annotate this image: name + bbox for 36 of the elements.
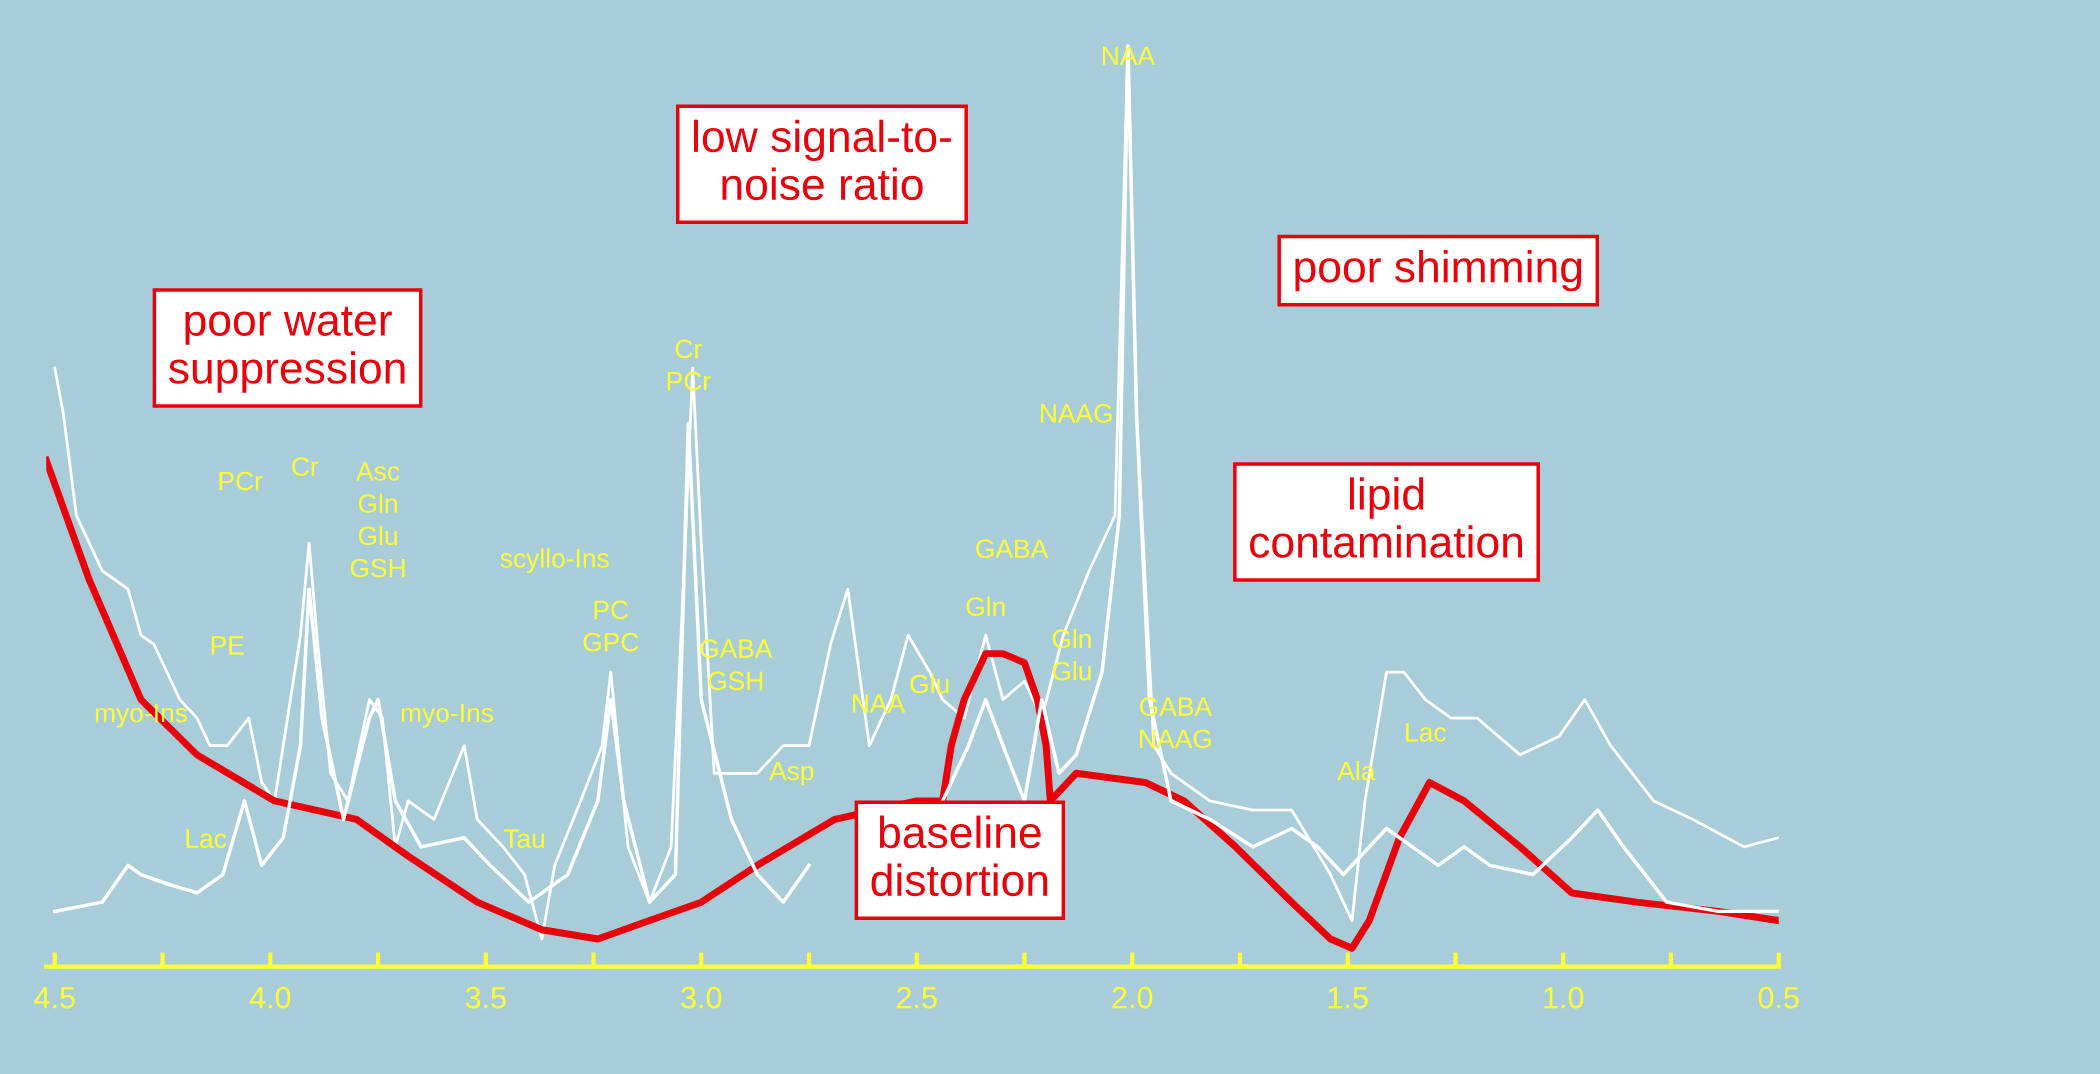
annotation: GABA GSH (700, 639, 773, 691)
annotation: Cr PCr (667, 339, 711, 391)
x-tick-label: 4.0 (249, 986, 291, 1009)
annotation: Gln (966, 596, 1005, 617)
annotation: Glu (910, 673, 949, 694)
annotation: PCr (219, 471, 263, 491)
annotation: GABA NAAG (1140, 697, 1212, 749)
annotation: baseline distortion (871, 815, 1048, 897)
annotation: Asp (769, 761, 814, 786)
annotation: PC GPC (583, 600, 639, 652)
annotation: Ala (1337, 760, 1376, 781)
annotation: Gln Glu (1052, 628, 1091, 681)
annotation: Lac (1406, 723, 1446, 742)
annotation: NAAG (1040, 404, 1112, 423)
annotation: Asc Gln Glu GSH (350, 462, 405, 578)
x-tick-label: 1.0 (1544, 986, 1584, 1009)
x-tick-label: 3.0 (681, 986, 722, 1009)
annotation: Lac (186, 829, 227, 849)
annotation: scyllo-Ins (500, 548, 609, 573)
annotation: NAA (1102, 46, 1156, 65)
annotation: NAA (853, 694, 906, 713)
x-tick-label: 2.5 (897, 986, 937, 1009)
annotation: poor water suppression (168, 306, 405, 393)
annotation: Tau (503, 829, 545, 849)
annotation: myo-Ins (401, 703, 493, 728)
x-tick-label: 4.5 (34, 987, 75, 1009)
annotation: Cr (292, 457, 319, 476)
x-tick-label: 0.5 (1758, 986, 1799, 1009)
x-tick-label: 3.5 (465, 986, 506, 1009)
annotation: PE (211, 636, 244, 655)
annotation: low signal-to- noise ratio (694, 119, 951, 201)
x-tick-label: 1.5 (1328, 987, 1368, 1009)
annotation: GABA (976, 539, 1049, 559)
annotation: lipid contamination (1250, 477, 1522, 558)
annotation: poor shimming (1295, 249, 1582, 292)
x-tick-label: 2.0 (1112, 986, 1153, 1009)
